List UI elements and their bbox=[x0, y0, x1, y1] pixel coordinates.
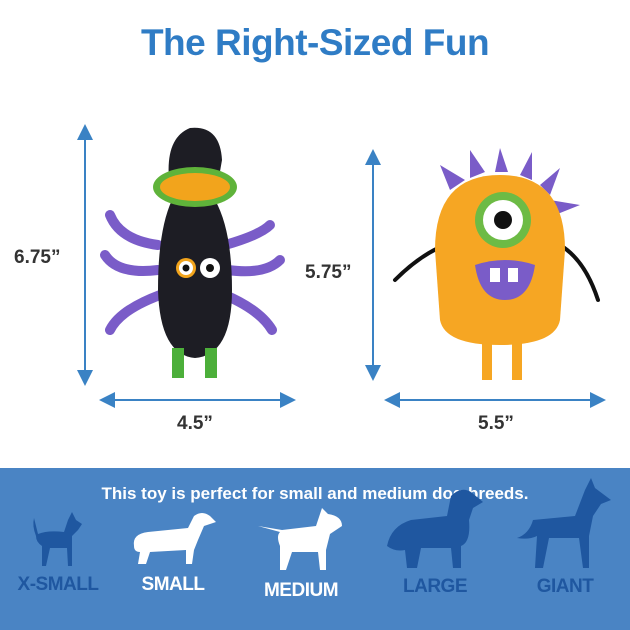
size-label: SMALL bbox=[141, 574, 205, 595]
size-small: SMALL bbox=[110, 506, 236, 596]
size-medium: MEDIUM bbox=[238, 506, 364, 602]
width-label-right: 5.5” bbox=[478, 413, 514, 434]
breed-size-banner: This toy is perfect for small and medium… bbox=[0, 468, 630, 630]
height-label-right: 5.75” bbox=[305, 262, 352, 283]
dachshund-icon bbox=[133, 513, 216, 564]
size-label: X-SMALL bbox=[17, 574, 99, 595]
cyclops-toy-image bbox=[393, 148, 600, 380]
spider-toy-image bbox=[100, 127, 285, 378]
toy-illustration bbox=[77, 124, 606, 408]
size-giant: GIANT bbox=[502, 478, 628, 598]
height-label-left: 6.75” bbox=[14, 247, 61, 268]
size-label: LARGE bbox=[403, 576, 468, 597]
bull-terrier-icon bbox=[258, 508, 342, 570]
width-label-left: 4.5” bbox=[177, 413, 213, 434]
size-large: LARGE bbox=[372, 489, 498, 598]
size-label: GIANT bbox=[536, 576, 594, 597]
banner-text: This toy is perfect for small and medium… bbox=[101, 484, 529, 503]
page-title: The Right-Sized Fun bbox=[140, 22, 490, 63]
size-label: MEDIUM bbox=[263, 580, 339, 601]
chihuahua-icon bbox=[33, 512, 82, 566]
great-dane-icon bbox=[517, 478, 611, 568]
retriever-icon bbox=[387, 489, 483, 568]
size-x-small: X-SMALL bbox=[0, 506, 121, 596]
